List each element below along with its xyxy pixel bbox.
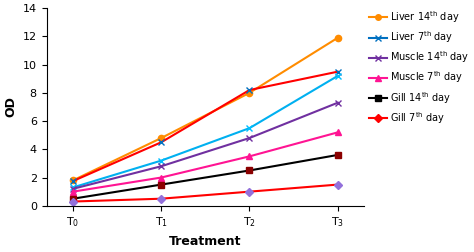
Y-axis label: OD: OD (4, 97, 17, 117)
Legend: Liver 14$^{\mathrm{th}}$ day, Liver 7$^{\mathrm{th}}$ day, Muscle 14$^{\mathrm{t: Liver 14$^{\mathrm{th}}$ day, Liver 7$^{… (369, 9, 470, 126)
X-axis label: Treatment: Treatment (169, 235, 242, 248)
